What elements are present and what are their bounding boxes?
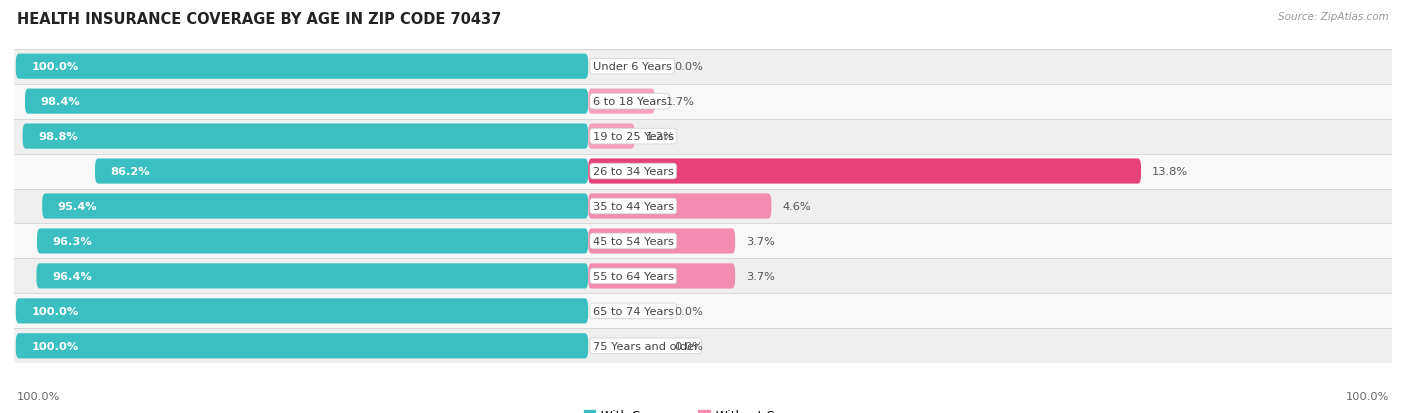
Text: 65 to 74 Years: 65 to 74 Years xyxy=(593,306,673,316)
Text: 0.0%: 0.0% xyxy=(675,306,703,316)
FancyBboxPatch shape xyxy=(25,89,588,114)
Bar xyxy=(14,224,1392,259)
FancyBboxPatch shape xyxy=(96,159,588,184)
Text: 35 to 44 Years: 35 to 44 Years xyxy=(593,202,673,211)
Text: 100.0%: 100.0% xyxy=(1346,391,1389,401)
Text: 100.0%: 100.0% xyxy=(31,62,79,72)
FancyBboxPatch shape xyxy=(588,159,1142,184)
Text: HEALTH INSURANCE COVERAGE BY AGE IN ZIP CODE 70437: HEALTH INSURANCE COVERAGE BY AGE IN ZIP … xyxy=(17,12,501,27)
FancyBboxPatch shape xyxy=(588,124,634,150)
FancyBboxPatch shape xyxy=(588,229,735,254)
FancyBboxPatch shape xyxy=(37,263,588,289)
FancyBboxPatch shape xyxy=(15,55,588,80)
Text: Source: ZipAtlas.com: Source: ZipAtlas.com xyxy=(1278,12,1389,22)
Text: 100.0%: 100.0% xyxy=(17,391,60,401)
Text: 1.2%: 1.2% xyxy=(645,132,675,142)
Bar xyxy=(14,294,1392,329)
FancyBboxPatch shape xyxy=(15,299,588,324)
Text: 6 to 18 Years: 6 to 18 Years xyxy=(593,97,666,107)
Text: 98.8%: 98.8% xyxy=(38,132,77,142)
FancyBboxPatch shape xyxy=(588,263,735,289)
FancyBboxPatch shape xyxy=(15,333,588,358)
Text: 3.7%: 3.7% xyxy=(747,236,775,247)
Text: 75 Years and older: 75 Years and older xyxy=(593,341,699,351)
Bar xyxy=(14,119,1392,154)
Text: 86.2%: 86.2% xyxy=(111,166,150,177)
FancyBboxPatch shape xyxy=(37,229,588,254)
Bar xyxy=(14,189,1392,224)
Text: 100.0%: 100.0% xyxy=(31,306,79,316)
Text: Under 6 Years: Under 6 Years xyxy=(593,62,672,72)
Text: 19 to 25 Years: 19 to 25 Years xyxy=(593,132,673,142)
Legend: With Coverage, Without Coverage: With Coverage, Without Coverage xyxy=(579,404,827,413)
Bar xyxy=(14,84,1392,119)
Bar xyxy=(14,259,1392,294)
Text: 0.0%: 0.0% xyxy=(675,62,703,72)
Text: 95.4%: 95.4% xyxy=(58,202,97,211)
FancyBboxPatch shape xyxy=(42,194,588,219)
Text: 26 to 34 Years: 26 to 34 Years xyxy=(593,166,673,177)
Text: 98.4%: 98.4% xyxy=(41,97,80,107)
Text: 4.6%: 4.6% xyxy=(782,202,811,211)
Bar xyxy=(14,154,1392,189)
Text: 96.4%: 96.4% xyxy=(52,271,91,281)
FancyBboxPatch shape xyxy=(588,89,655,114)
Text: 13.8%: 13.8% xyxy=(1152,166,1188,177)
Bar xyxy=(14,50,1392,84)
FancyBboxPatch shape xyxy=(588,194,772,219)
Text: 1.7%: 1.7% xyxy=(665,97,695,107)
Text: 55 to 64 Years: 55 to 64 Years xyxy=(593,271,673,281)
Text: 96.3%: 96.3% xyxy=(52,236,93,247)
Text: 45 to 54 Years: 45 to 54 Years xyxy=(593,236,673,247)
Bar xyxy=(14,329,1392,363)
Text: 3.7%: 3.7% xyxy=(747,271,775,281)
Text: 0.0%: 0.0% xyxy=(675,341,703,351)
Text: 100.0%: 100.0% xyxy=(31,341,79,351)
FancyBboxPatch shape xyxy=(22,124,588,150)
